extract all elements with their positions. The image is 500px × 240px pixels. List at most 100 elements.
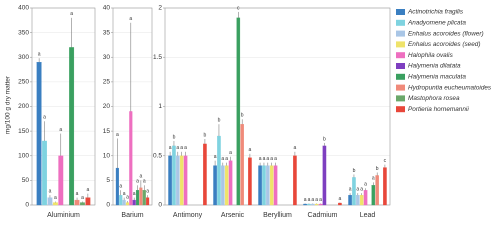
- significance-letter: a: [266, 156, 269, 162]
- significance-letter: a: [356, 187, 359, 193]
- y-tick-label: 400: [18, 5, 29, 12]
- significance-letter: a: [364, 182, 367, 188]
- significance-letter: a: [294, 145, 297, 151]
- significance-letter: a: [38, 52, 41, 58]
- legend-label: Enhalus acoroides (flower): [408, 30, 484, 37]
- significance-letter: c: [384, 158, 387, 164]
- legend-label: Halymenia maculata: [408, 73, 466, 80]
- bar: [314, 203, 319, 206]
- bar: [322, 145, 327, 206]
- bar: [203, 143, 207, 206]
- bar: [125, 202, 130, 206]
- significance-letter: a: [339, 196, 342, 202]
- y-tick-label: 100: [18, 152, 29, 159]
- significance-letter: a: [49, 188, 52, 194]
- y-tick-label: 20: [103, 103, 111, 110]
- y-tick-label: 150: [18, 128, 29, 135]
- legend-swatch: [396, 52, 405, 59]
- bar: [356, 194, 360, 206]
- significance-letter: a: [129, 16, 132, 22]
- significance-letter: a: [81, 195, 84, 201]
- legend-swatch: [396, 95, 405, 102]
- bar: [307, 203, 311, 206]
- legend-label: Mastophora rosea: [408, 95, 460, 102]
- y-tick-label: 5: [106, 177, 110, 184]
- significance-letter: a: [146, 188, 149, 194]
- y-tick-label: 30: [103, 54, 111, 61]
- y-tick-label: 2: [158, 5, 162, 12]
- bar: [135, 190, 140, 206]
- bar: [266, 165, 270, 206]
- bar: [273, 165, 278, 206]
- y-tick-label: 25: [103, 79, 111, 86]
- significance-letter: a: [214, 154, 217, 160]
- y-tick-label: 200: [18, 103, 29, 110]
- legend-label: Halophila ovalis: [408, 52, 454, 59]
- significance-letter: a: [123, 191, 126, 197]
- significance-letter: a: [86, 187, 89, 193]
- bar: [248, 157, 252, 206]
- y-tick-label: 350: [18, 29, 29, 36]
- significance-letter: a: [221, 156, 224, 162]
- significance-letter: c: [237, 5, 240, 11]
- bar: [176, 155, 180, 206]
- significance-letter: a: [126, 194, 129, 200]
- x-tick-label: Lead: [360, 212, 376, 219]
- bar: [217, 135, 221, 206]
- bar: [311, 203, 315, 206]
- bar: [132, 199, 136, 206]
- bar: [352, 177, 356, 206]
- bar: [375, 175, 379, 206]
- significance-letter: b: [218, 118, 221, 124]
- bar: [221, 165, 225, 206]
- significance-letter: a: [119, 184, 122, 190]
- bar: [359, 194, 364, 206]
- y-tick-label: 50: [22, 177, 30, 184]
- significance-letter: a: [372, 176, 375, 182]
- bar: [36, 62, 42, 206]
- significance-letter: b: [353, 168, 356, 174]
- significance-letter: a: [143, 179, 146, 185]
- legend-label: Anadyomene plicata: [407, 19, 466, 26]
- significance-letter: a: [176, 145, 179, 151]
- bar: [122, 199, 126, 206]
- significance-letter: a: [360, 187, 363, 193]
- bar: [262, 165, 266, 206]
- significance-letter: a: [76, 191, 79, 197]
- legend-swatch: [396, 73, 405, 80]
- significance-letter: a: [70, 11, 73, 17]
- significance-letter: a: [304, 197, 307, 203]
- y-axis-label: mg/100 g dry matter: [5, 75, 12, 134]
- bar: [47, 197, 53, 206]
- legend-label: Hydropuntia eucheumatoides: [408, 84, 492, 91]
- bar: [146, 197, 150, 206]
- legend-swatch: [396, 41, 405, 48]
- bar: [213, 165, 217, 206]
- bar: [224, 165, 229, 206]
- chart: mg/100 g dry matter 05010015020025030035…: [5, 5, 492, 219]
- bar: [383, 167, 387, 206]
- significance-letter: a: [259, 156, 262, 162]
- y-tick-label: 15: [103, 128, 111, 135]
- significance-letter: a: [169, 145, 172, 151]
- significance-letter: b: [376, 166, 379, 172]
- significance-letter: a: [59, 127, 62, 133]
- bar: [52, 202, 58, 206]
- legend-label: Halymenia dilatata: [408, 63, 461, 70]
- bar: [139, 187, 143, 206]
- bar: [80, 202, 85, 206]
- significance-letter: b: [323, 136, 326, 142]
- y-tick-label: 40: [103, 5, 111, 12]
- significance-letter: a: [319, 197, 322, 203]
- significance-letter: a: [180, 145, 183, 151]
- legend-swatch: [396, 30, 405, 37]
- y-tick-label: 35: [103, 29, 111, 36]
- significance-letter: a: [133, 191, 136, 197]
- bar: [58, 155, 64, 206]
- bar: [236, 17, 241, 206]
- bar: [363, 190, 368, 206]
- legend-swatch: [396, 19, 405, 26]
- bar: [85, 197, 91, 206]
- legend-label: Actinotrichia fragilis: [407, 9, 464, 16]
- y-tick-label: 0: [106, 202, 110, 209]
